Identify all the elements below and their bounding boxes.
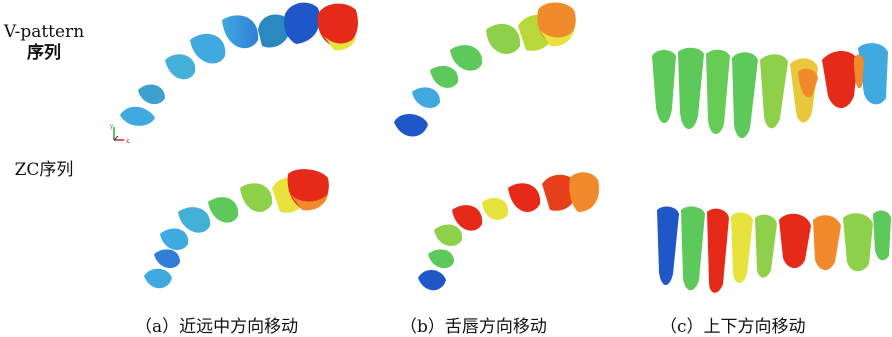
tooth-b2 bbox=[412, 87, 440, 108]
tooth-d2 bbox=[154, 249, 180, 269]
tooth-f3 bbox=[707, 208, 729, 293]
tooth-f6 bbox=[779, 213, 811, 269]
caption-b: （b）舌唇方向移动 bbox=[400, 317, 547, 337]
tooth-b7 bbox=[537, 2, 576, 44]
tooth-f9 bbox=[873, 210, 891, 261]
tooth-d4 bbox=[178, 207, 211, 233]
panel-b-v-pattern bbox=[394, 2, 576, 137]
tooth-f4 bbox=[731, 212, 753, 283]
tooth-c2 bbox=[678, 47, 704, 130]
panel-c-zc bbox=[657, 206, 891, 293]
tooth-d1 bbox=[144, 268, 172, 289]
row-label-zc: ZC序列 bbox=[14, 160, 74, 180]
tooth-e1 bbox=[418, 269, 446, 291]
tooth-e4 bbox=[452, 205, 483, 231]
tooth-a1 bbox=[120, 106, 155, 126]
row-label-v-pattern-line1: V-pattern bbox=[3, 22, 85, 42]
tooth-c7 bbox=[822, 51, 858, 108]
axis-y-label: y bbox=[110, 123, 114, 130]
panel-b-zc bbox=[418, 172, 600, 291]
tooth-d5 bbox=[208, 197, 239, 223]
tooth-e8 bbox=[569, 172, 600, 212]
tooth-c1 bbox=[652, 50, 676, 124]
panel-a-zc bbox=[144, 169, 329, 289]
tooth-c5 bbox=[760, 54, 788, 129]
tooth-f5 bbox=[755, 214, 777, 278]
caption-a: （a）近远中方向移动 bbox=[135, 317, 299, 337]
tooth-c8 bbox=[858, 43, 888, 105]
tooth-d3 bbox=[160, 228, 189, 250]
tooth-e3 bbox=[434, 224, 463, 246]
tooth-a6 bbox=[258, 14, 291, 48]
tooth-a5 bbox=[222, 15, 259, 49]
tooth-f2 bbox=[681, 206, 705, 291]
tooth-f8 bbox=[843, 213, 873, 272]
tooth-e7 bbox=[542, 174, 577, 211]
tooth-a4 bbox=[190, 33, 226, 64]
tooth-a8 bbox=[317, 3, 358, 49]
tooth-e2 bbox=[428, 249, 454, 269]
row-label-v-pattern-line2: 序列 bbox=[27, 43, 61, 63]
panel-c-v-pattern bbox=[652, 43, 888, 139]
tooth-c4 bbox=[732, 52, 758, 139]
tooth-a7 bbox=[284, 2, 320, 44]
tooth-b1 bbox=[394, 113, 428, 137]
axis-triad-icon: y x bbox=[110, 123, 130, 144]
tooth-b5 bbox=[486, 23, 521, 54]
panel-a-v-pattern bbox=[120, 2, 358, 126]
tooth-f7 bbox=[813, 215, 841, 271]
tooth-e5 bbox=[482, 198, 509, 220]
caption-c: （c）上下方向移动 bbox=[660, 317, 806, 337]
tooth-c3 bbox=[706, 49, 730, 135]
tooth-b3 bbox=[430, 66, 459, 88]
tooth-d6 bbox=[240, 183, 273, 212]
tooth-e6 bbox=[508, 183, 541, 212]
tooth-a3 bbox=[165, 54, 196, 80]
tooth-f1 bbox=[657, 206, 679, 286]
axis-x-label: x bbox=[126, 138, 130, 144]
tooth-a2 bbox=[138, 84, 165, 105]
tooth-b4 bbox=[450, 45, 483, 71]
row-label-v-pattern: V-pattern 序列 bbox=[2, 22, 86, 64]
